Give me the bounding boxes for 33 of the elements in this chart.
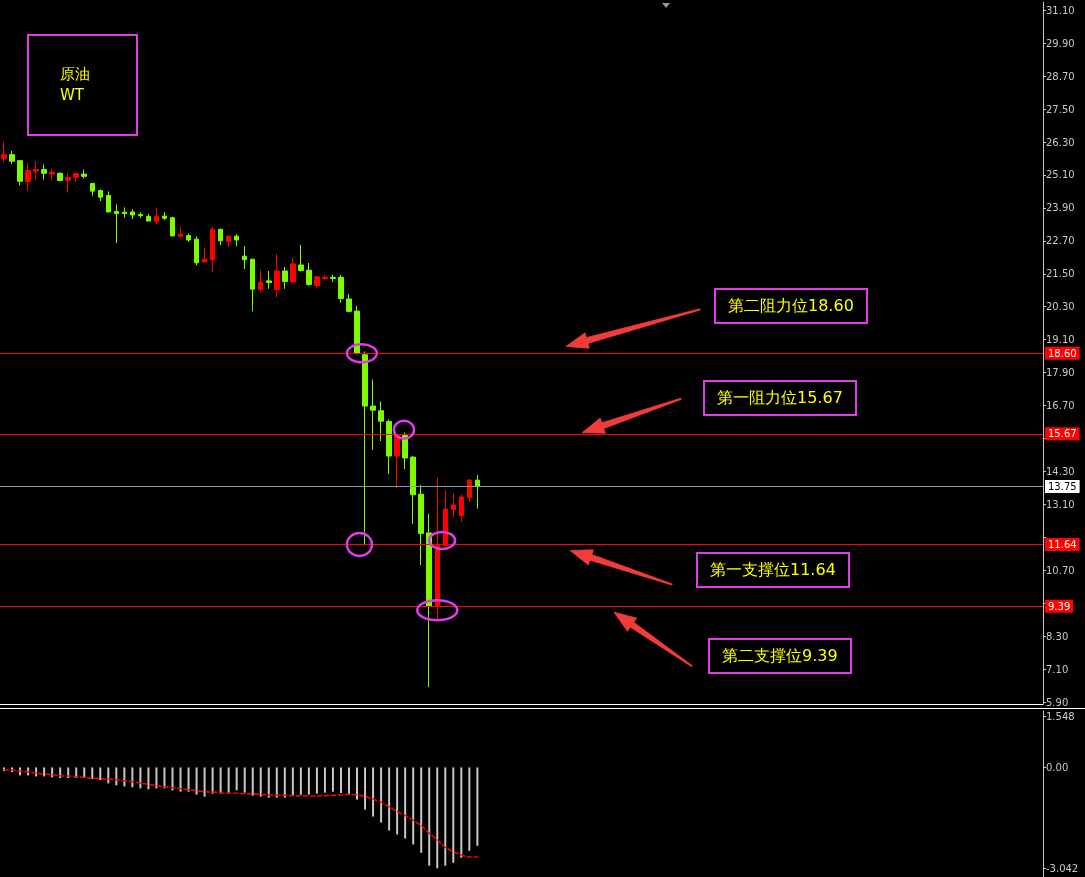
ref-line-label: 13.75 (1048, 481, 1077, 493)
y-tick-label: 28.70 (1046, 70, 1075, 82)
y-tick-label: 5.90 (1046, 696, 1069, 708)
y-tick-label: 19.10 (1046, 334, 1075, 346)
y-tick-label: 16.70 (1046, 400, 1075, 412)
y-tick-label: -3.042 (1046, 862, 1079, 874)
y-tick-label: 29.90 (1046, 37, 1075, 49)
text: 原油 (60, 65, 90, 83)
y-tick-label: 20.30 (1046, 301, 1075, 313)
ref-line-label: 9.39 (1048, 600, 1071, 612)
y-tick-label: 31.10 (1046, 4, 1075, 16)
y-tick-label: 7.10 (1046, 663, 1069, 675)
ref-line-label: 18.60 (1048, 347, 1077, 359)
y-tick-label: 10.70 (1046, 564, 1075, 576)
y-tick-label: 8.30 (1046, 630, 1069, 642)
y-tick-label: 22.70 (1046, 235, 1075, 247)
y-tick-label: 0.00 (1046, 761, 1069, 773)
annotation: 第二支撑位9.39 (722, 646, 838, 666)
y-tick-label: 17.90 (1046, 367, 1075, 379)
ref-line-label: 11.64 (1048, 538, 1077, 550)
y-tick-label: 21.50 (1046, 268, 1075, 280)
text: WT (60, 86, 84, 104)
y-tick-label: 14.30 (1046, 465, 1075, 477)
annotation: 第一阻力位15.67 (717, 387, 843, 407)
y-tick-label: 25.10 (1046, 169, 1075, 181)
y-tick-label: 26.30 (1046, 136, 1075, 148)
annotation: 第一支撑位11.64 (710, 560, 836, 580)
y-tick-label: 1.548 (1046, 710, 1075, 722)
y-tick-label: 13.10 (1046, 498, 1075, 510)
annotation: 第二阻力位18.60 (728, 296, 854, 316)
ref-line-label: 15.67 (1048, 428, 1077, 440)
y-tick-label: 23.90 (1046, 202, 1075, 214)
y-tick-label: 27.50 (1046, 103, 1075, 115)
